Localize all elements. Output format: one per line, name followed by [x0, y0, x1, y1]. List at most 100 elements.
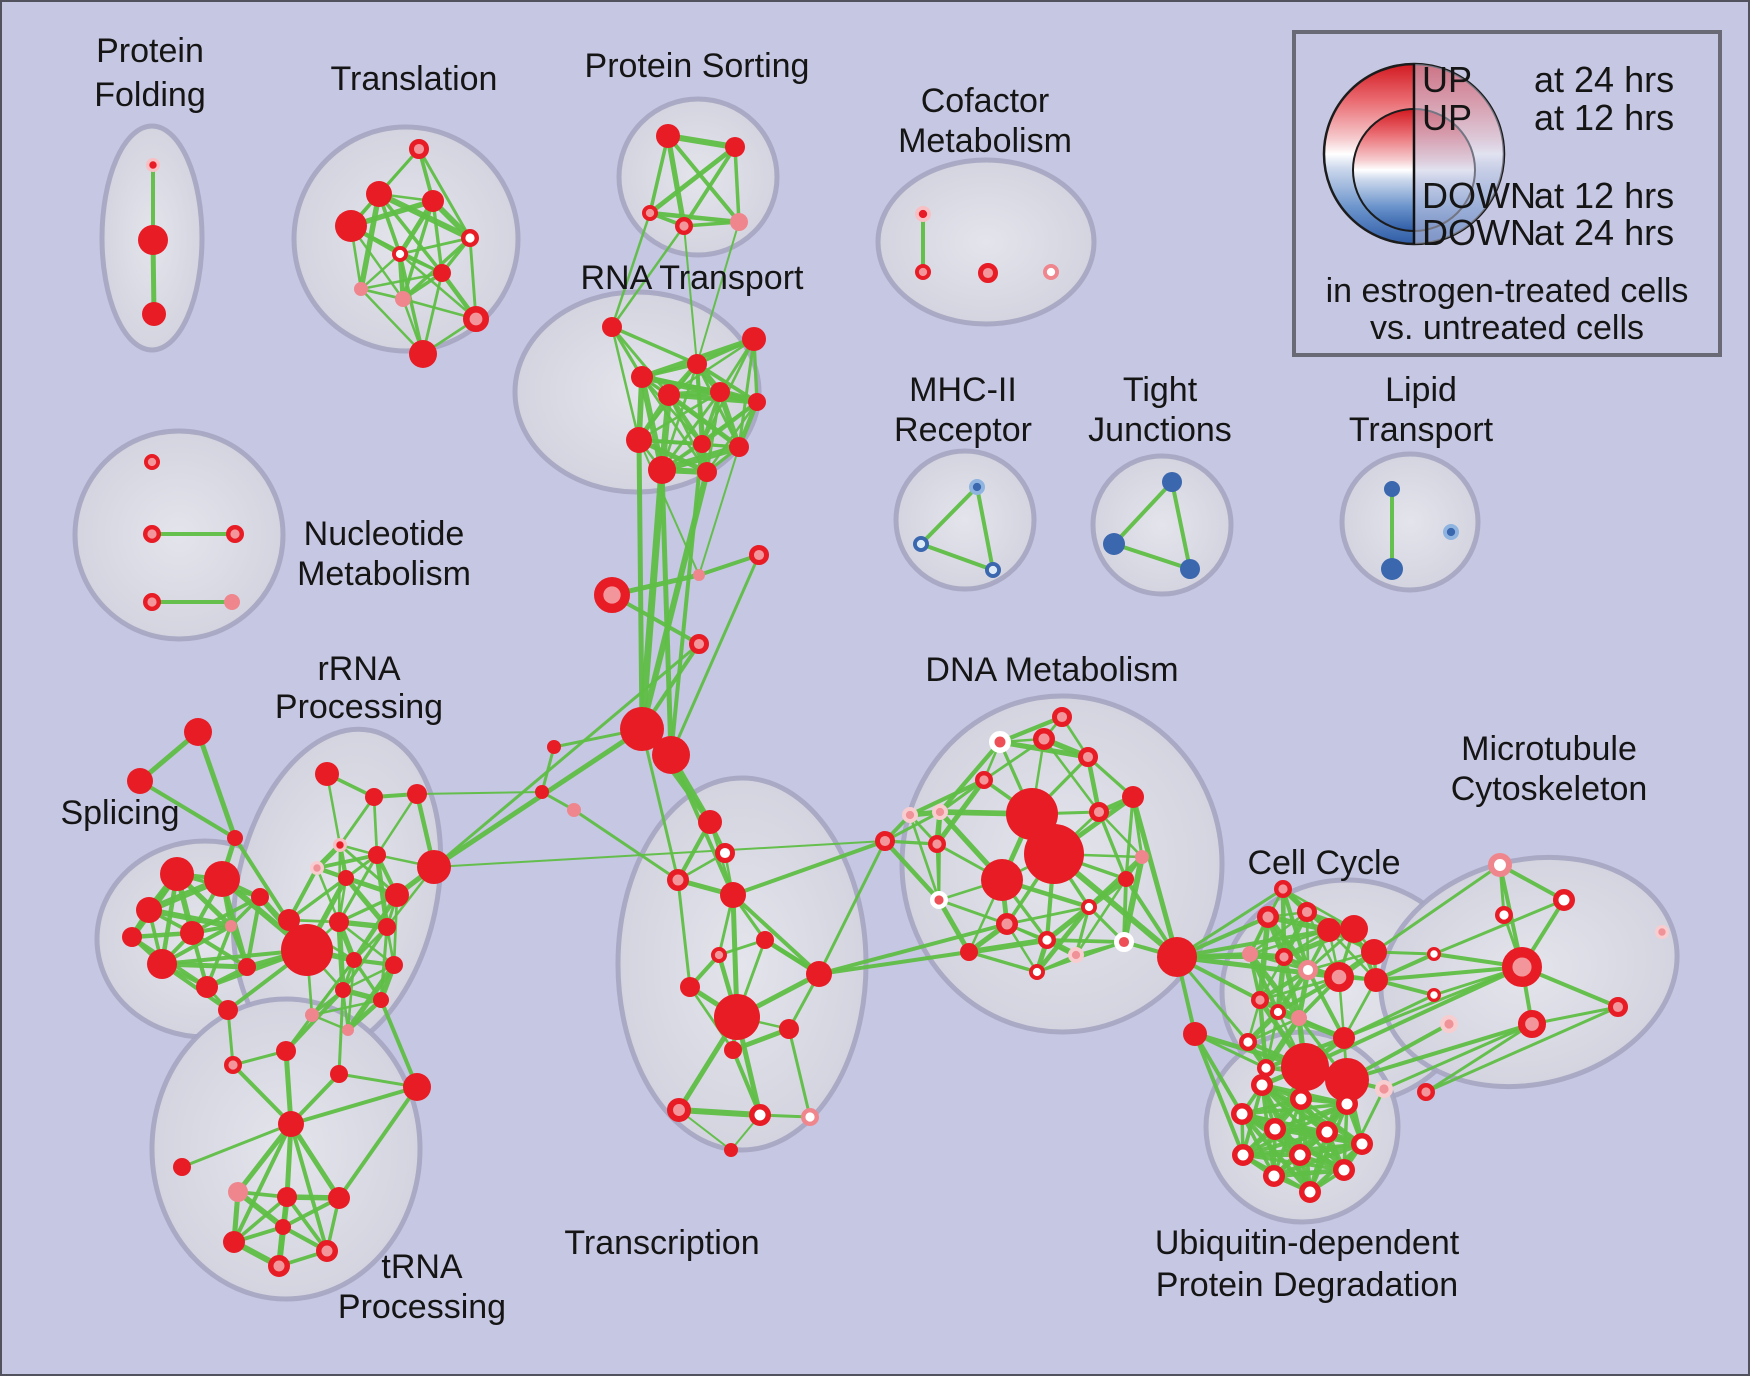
cluster-ubiquitin-degradation-label: Ubiquitin-dependent: [1155, 1224, 1460, 1262]
network-node: [729, 437, 749, 457]
network-node: [180, 921, 204, 945]
network-edge: [1281, 954, 1302, 1021]
network-edge: [1271, 1167, 1347, 1179]
network-edge: [1121, 854, 1145, 945]
network-edge: [359, 252, 402, 291]
network-edge: [315, 853, 379, 870]
network-node: [225, 920, 237, 932]
network-edge: [817, 922, 1009, 976]
network-edge: [341, 963, 396, 992]
network-edge: [359, 271, 444, 291]
network-node: [1488, 853, 1513, 878]
cluster-cell-cycle-label: Cell Cycle: [1247, 844, 1400, 882]
network-node: [223, 1055, 242, 1074]
network-node: [710, 382, 730, 402]
network-node: [1251, 1074, 1273, 1096]
cluster-mhc-ii-receptor-label: MHC-II: [909, 371, 1017, 409]
network-edge: [610, 325, 641, 442]
network-edge: [337, 988, 345, 1076]
network-edge: [341, 925, 389, 992]
network-edge: [935, 842, 941, 902]
network-node: [330, 1065, 348, 1083]
network-node: [602, 317, 622, 337]
cluster-rrna-processing-label: Processing: [275, 688, 443, 726]
network-node: [354, 282, 368, 296]
network-node: [346, 952, 362, 968]
network-node: [227, 830, 243, 846]
network-node: [409, 139, 430, 160]
network-node: [996, 913, 1018, 935]
network-node: [433, 264, 451, 282]
network-edge: [937, 898, 1009, 926]
network-edge: [647, 144, 738, 216]
network-node: [338, 870, 354, 886]
network-edge: [1530, 1005, 1620, 1026]
cluster-rna-transport-label: RNA Transport: [581, 259, 805, 297]
network-node: [335, 210, 367, 242]
network-edge: [338, 795, 376, 847]
network-edge: [669, 553, 761, 757]
cluster-translation-label: Translation: [331, 60, 498, 98]
network-edge: [1271, 1141, 1365, 1179]
network-edge: [398, 236, 472, 256]
cluster-tight-junctions-ellipse: [1090, 453, 1234, 597]
network-node: [127, 768, 153, 794]
cluster-tight-junctions-label: Junctions: [1088, 411, 1232, 449]
network-node: [567, 803, 581, 817]
cluster-cofactor-metabolism-label: Cofactor: [921, 82, 1050, 120]
cluster-cofactor-metabolism-label: Metabolism: [898, 122, 1072, 160]
cluster-lipid-transport-label: Lipid: [1385, 371, 1457, 409]
network-edge: [669, 442, 704, 757]
network-edge: [1424, 1005, 1620, 1094]
network-node: [1077, 746, 1098, 767]
network-node: [680, 977, 700, 997]
network-node: [1439, 1015, 1458, 1034]
network-edge: [285, 1195, 329, 1253]
network-edge: [1086, 854, 1145, 910]
cluster-microtubule-cytoskeleton-label: Microtubule: [1461, 730, 1637, 768]
cluster-protein-sorting-label: Protein Sorting: [585, 47, 810, 85]
cluster-protein-folding-label: Folding: [94, 76, 206, 114]
network-edge: [705, 400, 759, 474]
network-node: [147, 949, 177, 979]
network-edge: [638, 439, 700, 576]
network-edge: [398, 252, 425, 356]
network-node: [1316, 1121, 1338, 1143]
network-node: [407, 784, 427, 804]
network-edge: [1240, 1102, 1349, 1116]
cluster-trna-processing-label: tRNA: [381, 1248, 463, 1286]
network-edge: [882, 838, 942, 903]
network-node: [385, 956, 403, 974]
network-node: [461, 228, 480, 247]
network-node: [667, 1098, 692, 1123]
network-node: [714, 994, 760, 1040]
network-node: [968, 478, 985, 495]
network-node: [748, 544, 769, 565]
network-node: [648, 456, 676, 484]
network-edge: [1424, 1022, 1534, 1094]
network-edge: [638, 466, 666, 733]
network-edge: [1097, 810, 1128, 881]
network-edge: [1193, 1032, 1245, 1157]
network-node: [730, 213, 748, 231]
network-node: [138, 225, 168, 255]
cluster-nucleotide-metabolism-label: Metabolism: [297, 555, 471, 593]
network-node: [710, 946, 727, 963]
network-node: [1051, 706, 1072, 727]
network-edge: [1074, 877, 1128, 957]
network-edge: [337, 1085, 419, 1200]
network-node: [652, 736, 690, 774]
network-node: [1323, 961, 1354, 992]
cluster-microtubule-cytoskeleton-label: Cytoskeleton: [1451, 770, 1648, 808]
network-edge: [682, 145, 737, 228]
network-node: [981, 859, 1023, 901]
network-edge: [235, 1121, 294, 1195]
network-node: [1113, 931, 1134, 952]
network-edge: [731, 839, 887, 897]
legend-time-label: at 12 hrs: [1534, 97, 1674, 138]
network-edge: [1342, 1087, 1386, 1172]
network-node: [1381, 558, 1403, 580]
network-edge: [1263, 1015, 1302, 1071]
